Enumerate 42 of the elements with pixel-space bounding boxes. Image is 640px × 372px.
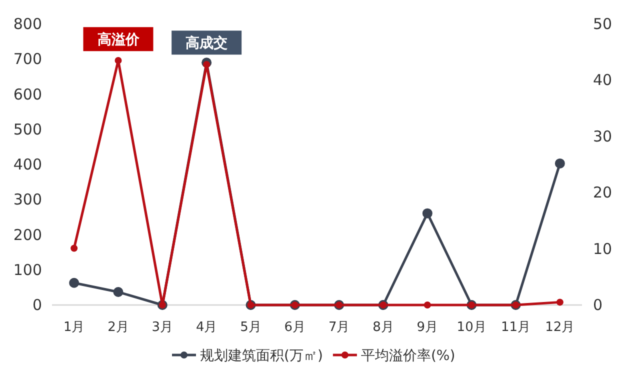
y2-tick-label: 0 bbox=[593, 296, 603, 314]
y-tick-label: 700 bbox=[13, 50, 42, 68]
point bbox=[554, 158, 565, 168]
y-tick-label: 400 bbox=[13, 156, 42, 174]
y-tick-label: 300 bbox=[13, 190, 42, 209]
y2-tick-label: 20 bbox=[593, 184, 612, 202]
point bbox=[424, 302, 431, 308]
legend-label: 平均溢价率(%) bbox=[360, 348, 456, 364]
x-tick-label: 4月 bbox=[196, 320, 218, 335]
x-tick-label: 6月 bbox=[284, 320, 306, 335]
y-tick-label: 500 bbox=[13, 120, 42, 138]
x-tick-label: 12月 bbox=[545, 320, 575, 335]
x-tick-label: 10月 bbox=[456, 320, 486, 335]
point bbox=[556, 298, 564, 306]
point bbox=[422, 208, 432, 218]
y-tick-label: 800 bbox=[13, 15, 42, 33]
y2-tick-label: 40 bbox=[593, 71, 612, 90]
annotation: 高溢价 bbox=[83, 27, 154, 52]
x-tick-label: 9月 bbox=[416, 320, 438, 335]
annotation: 高溢价 bbox=[97, 31, 140, 48]
y-tick-label: 0 bbox=[32, 296, 42, 314]
annotation: 高成交 bbox=[172, 30, 242, 55]
y-tick-label: 600 bbox=[13, 85, 42, 104]
x-tick-label: 8月 bbox=[372, 320, 394, 335]
x-tick-label: 11月 bbox=[500, 320, 531, 335]
y2-tick-label: 10 bbox=[593, 240, 612, 258]
annotation: 高成交 bbox=[186, 34, 228, 52]
point bbox=[114, 57, 122, 64]
point bbox=[70, 244, 78, 252]
x-tick-label: 1月 bbox=[63, 320, 85, 335]
point bbox=[203, 60, 210, 68]
y2-tick-label: 30 bbox=[593, 127, 612, 146]
x-tick-label: 3月 bbox=[152, 320, 174, 335]
point bbox=[113, 287, 124, 298]
legend-label: 规划建筑面积(万㎡) bbox=[200, 348, 323, 364]
x-tick-label: 7月 bbox=[328, 320, 350, 335]
point bbox=[69, 278, 80, 288]
x-tick-label: 5月 bbox=[240, 320, 262, 335]
y2-tick-label: 50 bbox=[593, 15, 612, 33]
y-tick-label: 200 bbox=[13, 226, 42, 244]
x-tick-label: 2月 bbox=[108, 320, 129, 335]
y-tick-label: 100 bbox=[13, 260, 42, 279]
